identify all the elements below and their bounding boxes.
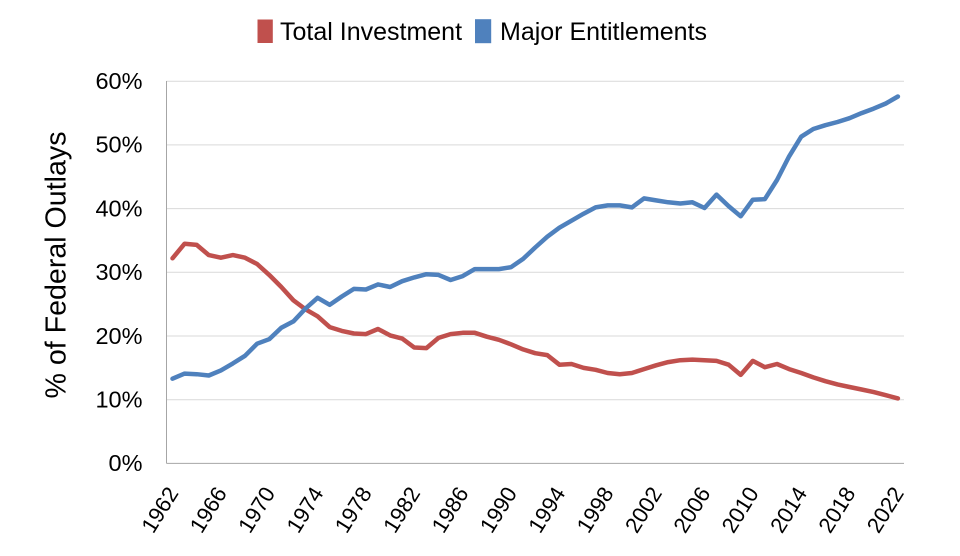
svg-text:% of Federal Outlays: % of Federal Outlays [41, 132, 73, 399]
svg-text:0%: 0% [109, 450, 143, 476]
svg-text:40%: 40% [95, 195, 142, 221]
svg-text:60%: 60% [95, 68, 142, 94]
svg-text:Total Investment: Total Investment [280, 18, 462, 46]
svg-text:10%: 10% [95, 387, 142, 413]
svg-text:30%: 30% [95, 259, 142, 285]
svg-text:Major Entitlements: Major Entitlements [500, 18, 707, 46]
svg-text:20%: 20% [95, 323, 142, 349]
svg-text:50%: 50% [95, 132, 142, 158]
